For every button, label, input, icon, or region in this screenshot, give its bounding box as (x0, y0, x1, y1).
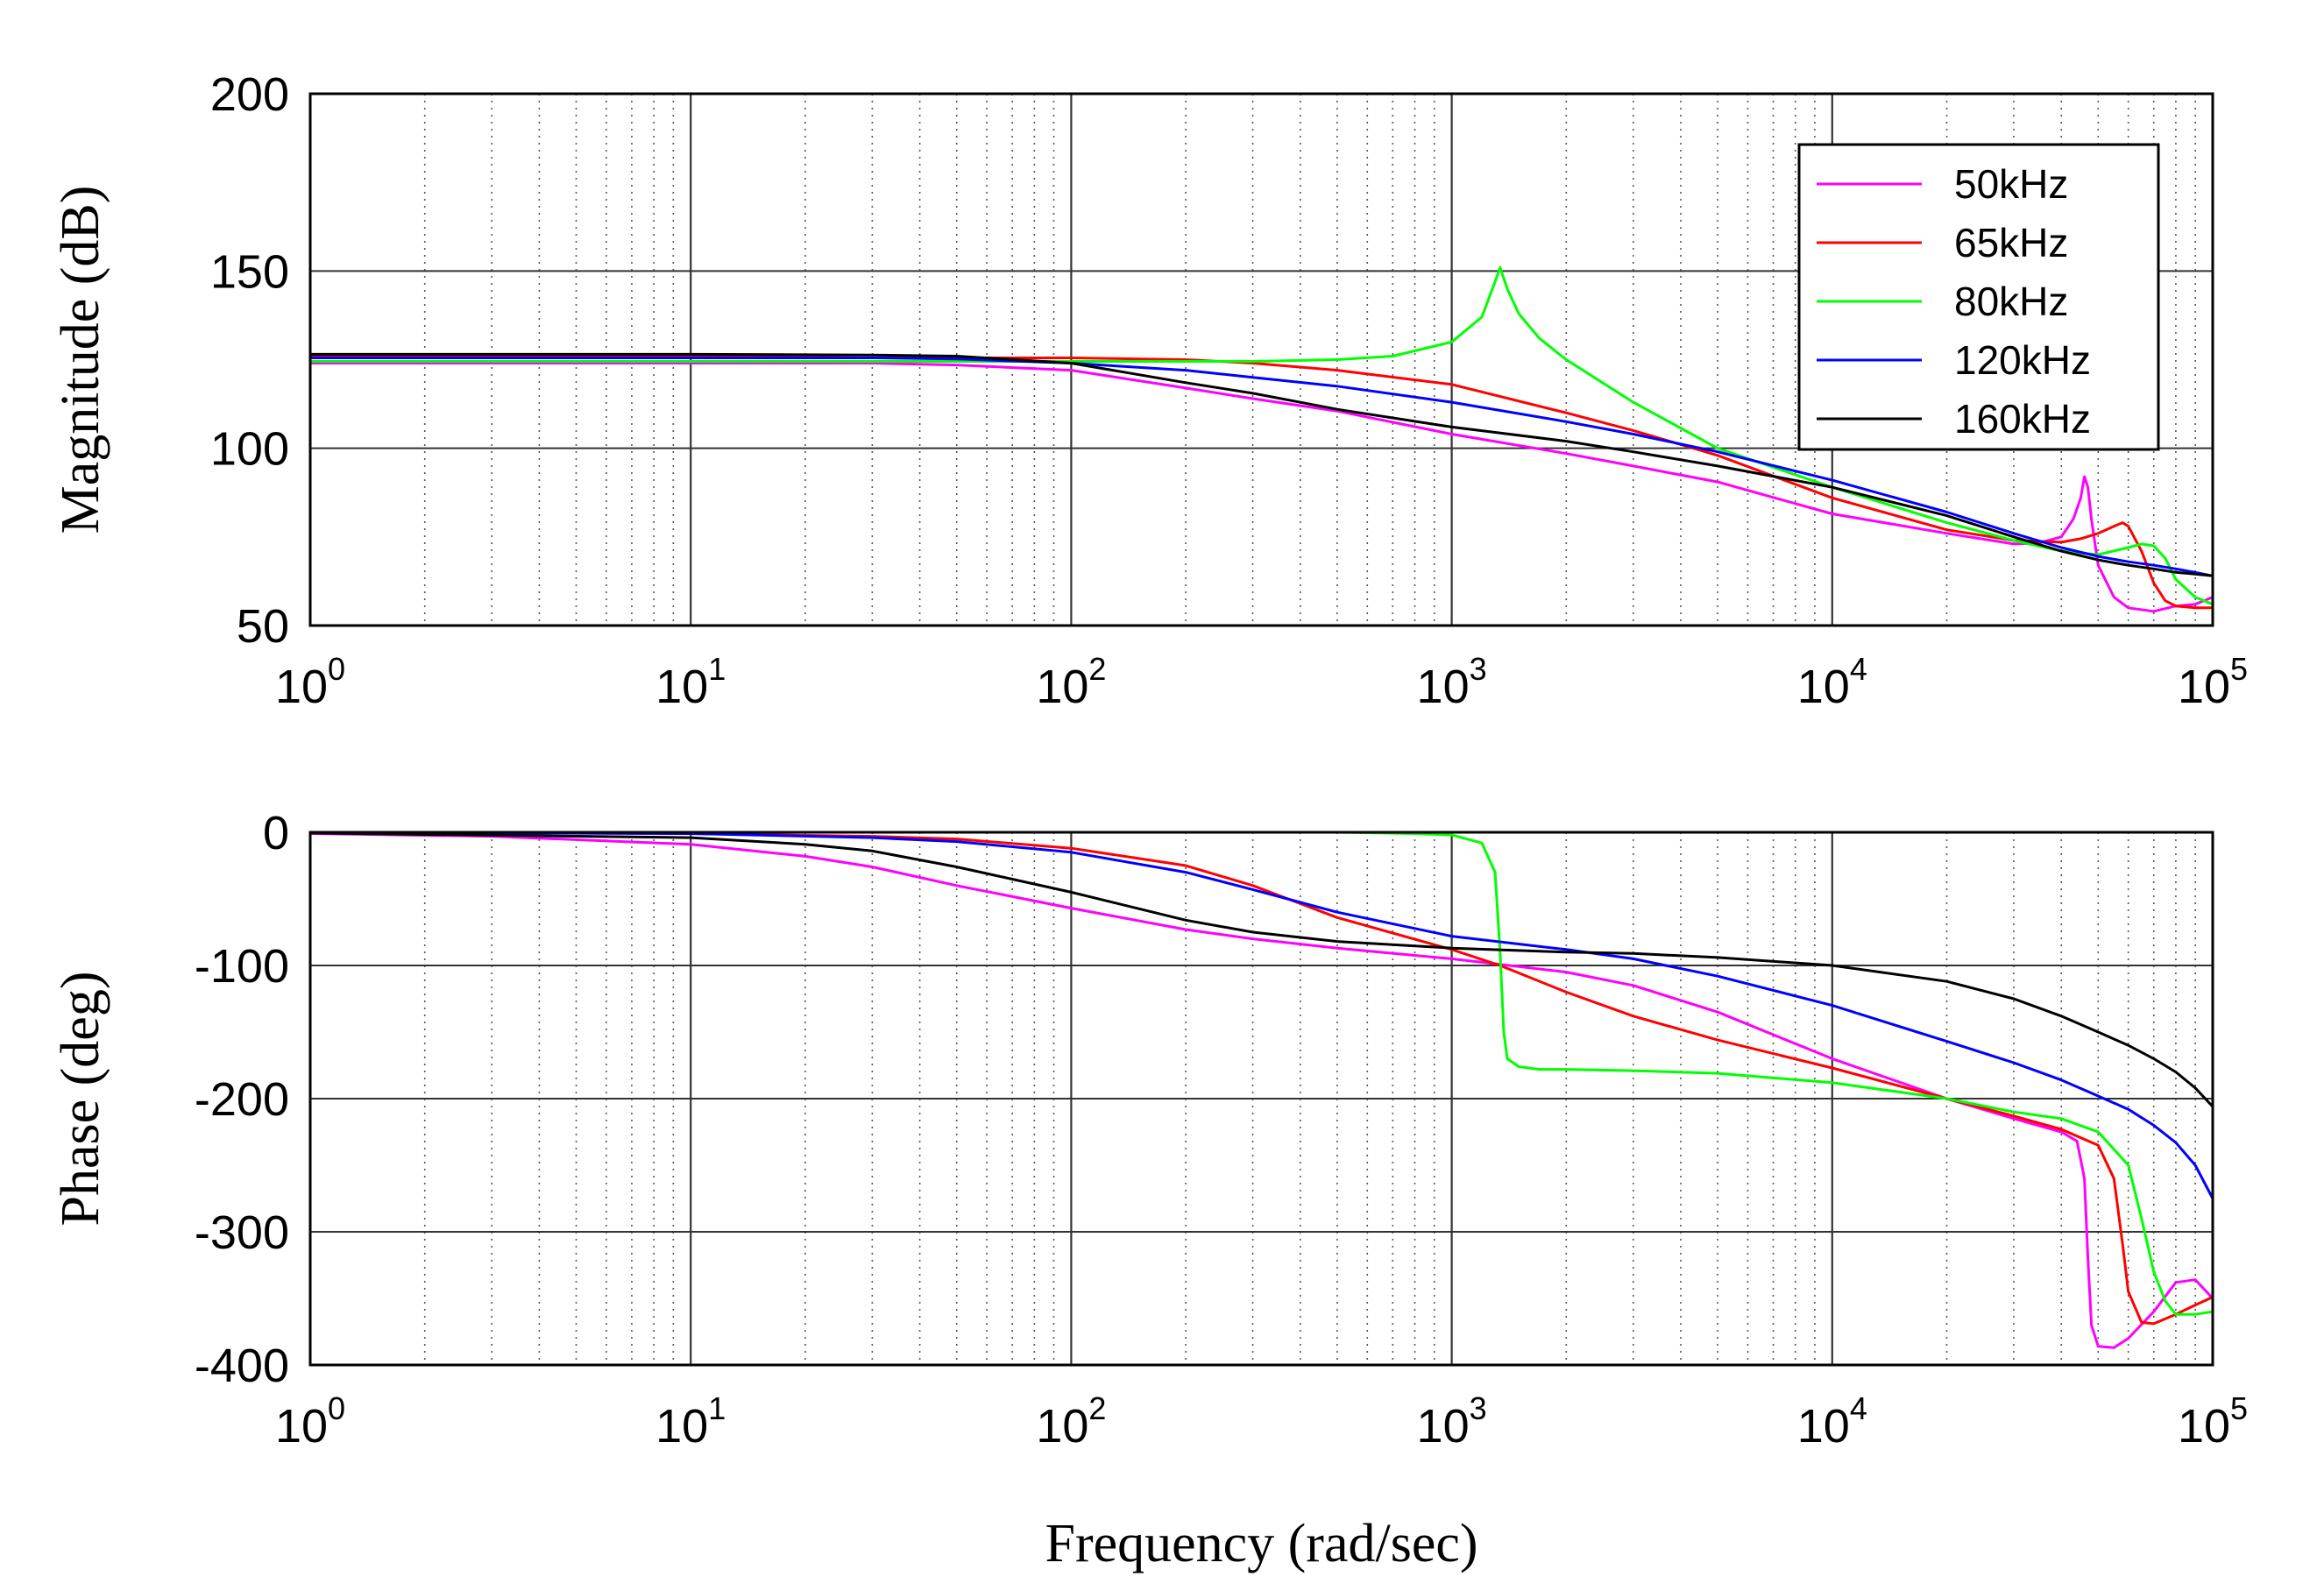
x-axis-label: Frequency (rad/sec) (1045, 1514, 1477, 1573)
y-tick-label: 0 (263, 807, 289, 859)
series-line-80khz (308, 265, 2214, 606)
legend: 50kHz 65kHz 80kHz 120kHz 160kHz (1797, 143, 2160, 451)
x-tick-label: 100 (275, 1390, 345, 1453)
series-line-160khz (308, 352, 2214, 577)
legend-label-120khz: 120kHz (1954, 337, 2091, 383)
x-tick-label: 104 (1797, 651, 1867, 713)
x-tick-label: 100 (275, 651, 345, 713)
legend-label-80khz: 80kHz (1954, 279, 2068, 324)
phase-y-axis-label: Phase (deg) (51, 972, 110, 1227)
y-tick-label: -100 (195, 940, 289, 993)
x-tick-label: 102 (1036, 651, 1106, 713)
phase-major-grid (310, 832, 2213, 1365)
phase-plot-frame (308, 831, 2214, 1367)
x-tick-label: 105 (2178, 1390, 2248, 1453)
series-line-50khz (308, 832, 2214, 1349)
x-tick-label: 101 (655, 1390, 726, 1453)
series-line-120khz (308, 357, 2214, 577)
magnitude-series-group (308, 265, 2214, 613)
y-tick-label: 200 (210, 68, 289, 121)
y-tick-label: -300 (195, 1206, 289, 1259)
x-tick-label: 101 (655, 651, 726, 713)
legend-label-160khz: 160kHz (1954, 396, 2091, 442)
series-line-80khz (308, 831, 2214, 1316)
legend-label-50khz: 50kHz (1954, 161, 2068, 207)
magnitude-plot-frame (308, 92, 2214, 627)
x-tick-label: 104 (1797, 1390, 1867, 1453)
x-tick-label: 103 (1417, 1390, 1487, 1453)
series-line-50khz (308, 362, 2214, 613)
y-tick-label: 150 (210, 245, 289, 298)
y-tick-label: 50 (237, 600, 289, 653)
series-line-120khz (308, 831, 2214, 1200)
legend-label-65khz: 65kHz (1954, 220, 2068, 265)
y-tick-label: 100 (210, 423, 289, 476)
x-tick-label: 103 (1417, 651, 1487, 713)
x-tick-label: 102 (1036, 1390, 1106, 1453)
phase-series-group (308, 831, 2214, 1349)
magnitude-y-axis-label: Magnitude (dB) (51, 186, 110, 534)
y-tick-label: -400 (195, 1340, 289, 1392)
x-tick-label: 105 (2178, 651, 2248, 713)
legend-box (1797, 143, 2160, 451)
y-tick-label: -200 (195, 1073, 289, 1126)
series-line-65khz (308, 831, 2214, 1326)
series-line-160khz (308, 831, 2214, 1108)
